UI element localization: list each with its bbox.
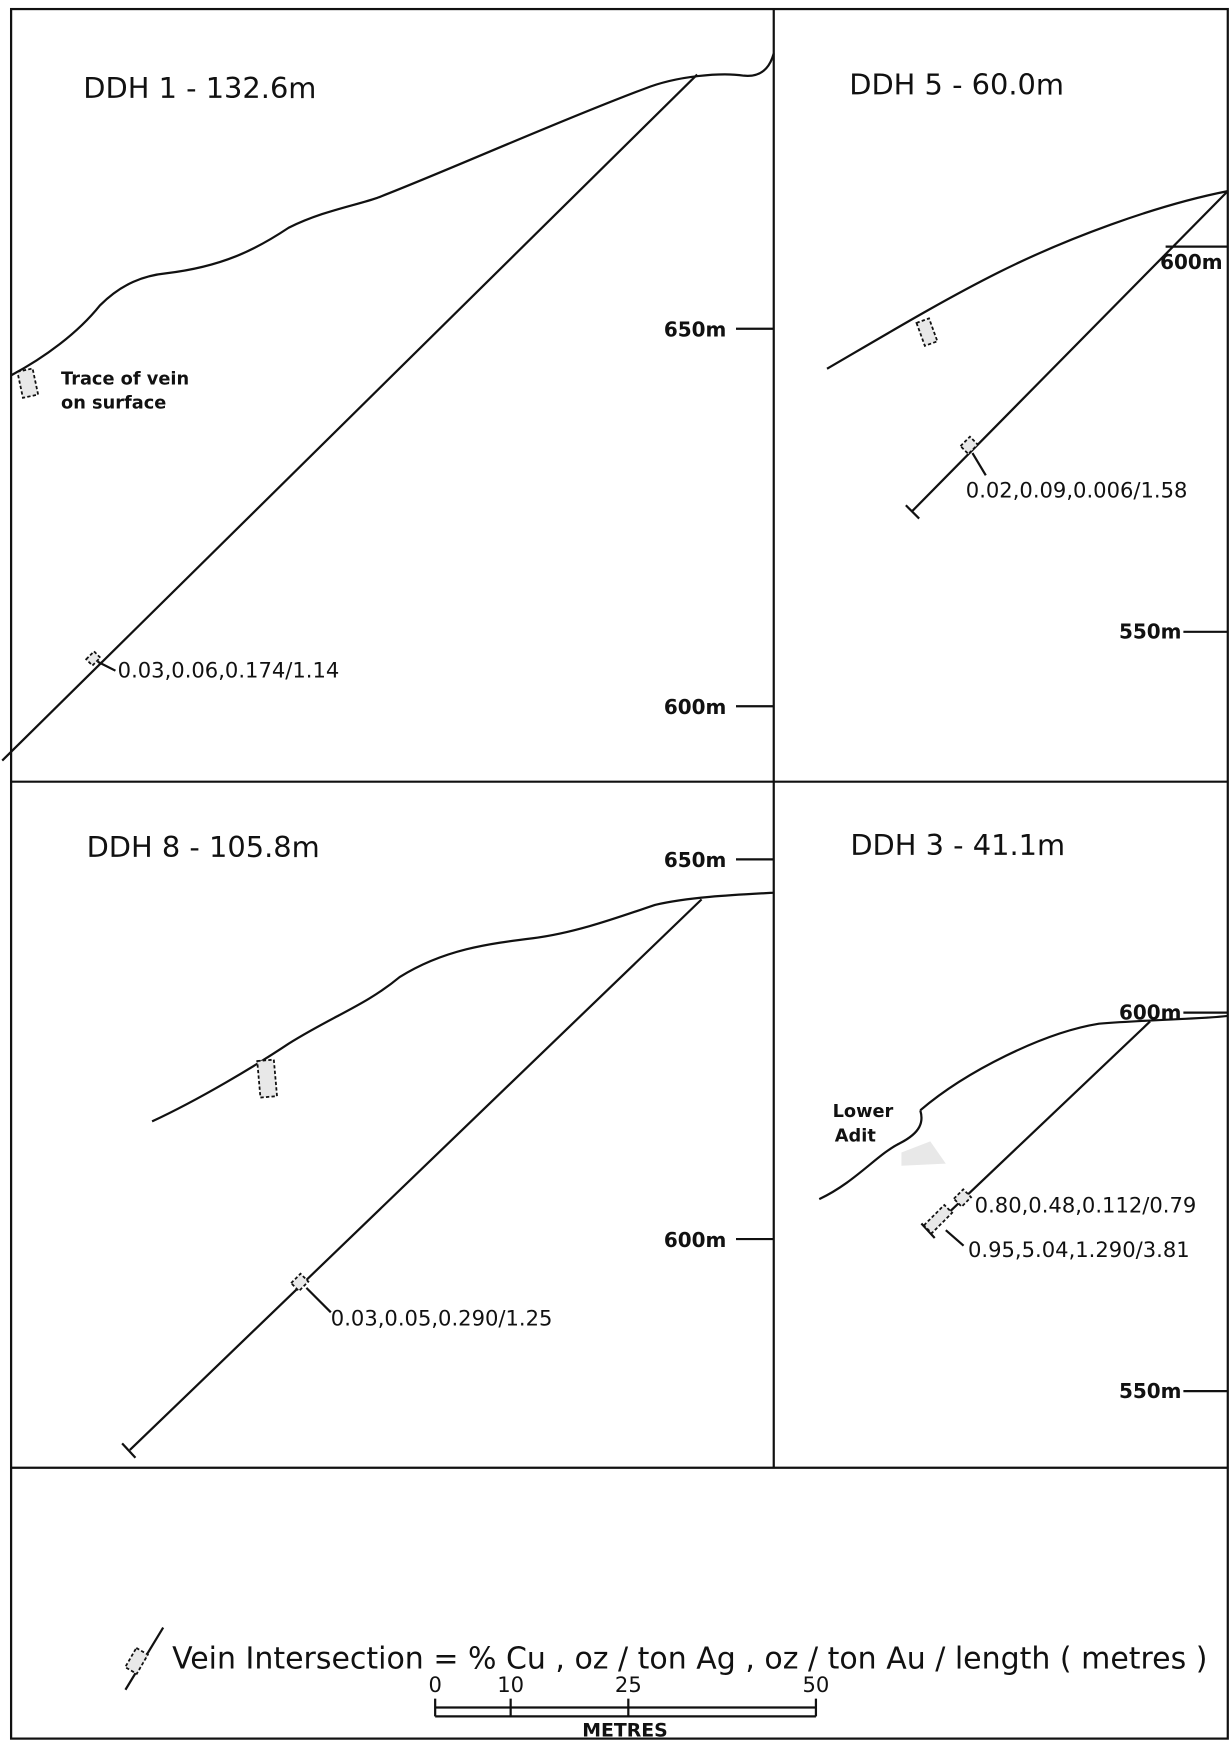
leader: [971, 452, 987, 476]
scale-unit: METRES: [582, 1719, 668, 1741]
ground-surface: [826, 190, 1228, 370]
vein-intersection: [952, 1188, 973, 1208]
drill-hole: [129, 898, 703, 1451]
panel-title: DDH 3 - 41.1m: [850, 828, 1065, 862]
scale-label: 0: [428, 1672, 441, 1697]
leader: [945, 1229, 965, 1247]
legend-text: Vein Intersection = % Cu , oz / ton Ag ,…: [172, 1642, 1207, 1677]
panel-title: DDH 8 - 105.8m: [87, 830, 320, 864]
panel-title: DDH 5 - 60.0m: [849, 68, 1064, 102]
ground-surface: [10, 53, 775, 377]
legend-symbol: [124, 1646, 150, 1676]
ground-surface: [818, 1109, 923, 1201]
note: Adit: [835, 1126, 877, 1146]
ground-surface: [919, 1014, 1228, 1112]
panel-title: DDH 1 - 132.6m: [83, 71, 316, 105]
vein-intersection: [922, 1203, 954, 1235]
vein: [901, 1141, 946, 1166]
elevation-label: 600m: [664, 695, 727, 719]
vein-intersection: [84, 650, 102, 667]
vein: [256, 1058, 278, 1099]
intersection-label: 0.95,5.04,1.290/3.81: [968, 1237, 1190, 1262]
hole-end: [905, 504, 920, 520]
drill-hole: [1, 73, 698, 762]
note: Trace of vein: [61, 369, 189, 389]
elevation-label: 650m: [664, 318, 727, 342]
drill-hole: [911, 190, 1229, 512]
elevation-label: 600m: [1160, 250, 1222, 274]
leader: [97, 660, 116, 672]
elevation-label: 600m: [1119, 1000, 1182, 1024]
hole-end: [121, 1442, 137, 1459]
intersection-label: 0.03,0.05,0.290/1.25: [331, 1306, 553, 1331]
scale-label: 10: [497, 1672, 524, 1697]
note: Lower: [833, 1102, 894, 1122]
leader: [305, 1287, 332, 1314]
vein: [16, 367, 40, 399]
elevation-label: 550m: [1119, 1379, 1182, 1403]
elevation-label: 650m: [664, 848, 727, 872]
elevation-label: 550m: [1119, 619, 1182, 643]
scale-label: 50: [803, 1672, 830, 1697]
ground-surface: [151, 891, 774, 1123]
elevation-label: 600m: [664, 1228, 727, 1252]
vein: [915, 317, 939, 347]
note: on surface: [61, 394, 166, 414]
intersection-label: 0.80,0.48,0.112/0.79: [975, 1192, 1197, 1217]
frame: [9, 7, 1229, 1740]
intersection-label: 0.03,0.06,0.174/1.14: [118, 657, 340, 682]
vein-intersection: [289, 1272, 310, 1293]
scale-label: 25: [615, 1672, 642, 1697]
vein-intersection: [959, 435, 980, 456]
intersection-label: 0.02,0.09,0.006/1.58: [966, 478, 1188, 503]
